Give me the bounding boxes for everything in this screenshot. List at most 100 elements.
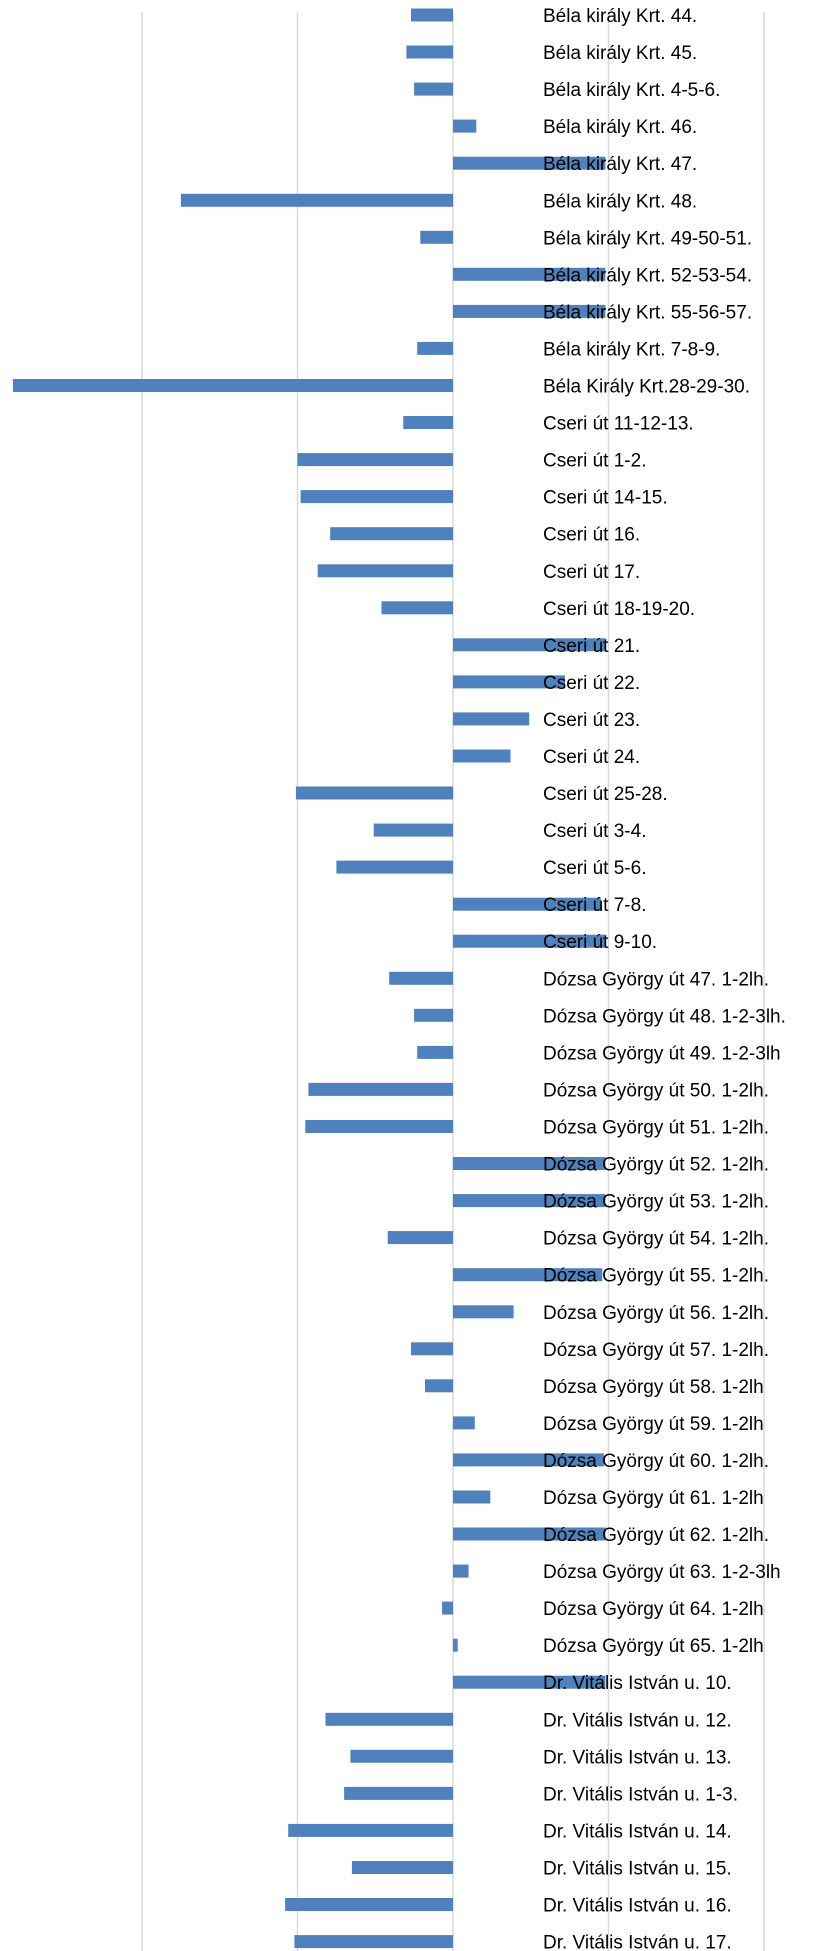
bar-30: [305, 1120, 453, 1133]
bar-49: [288, 1823, 453, 1837]
bar-50: [351, 1861, 453, 1874]
category-label-41: Dózsa György út 62. 1-2lh.: [543, 1525, 769, 1546]
bar-27: [414, 1008, 453, 1022]
category-label-18: Cseri út 22.: [543, 673, 640, 694]
bar-29: [308, 1082, 453, 1096]
category-label-8: Béla király Krt. 55-56-57.: [543, 302, 752, 323]
bar-22: [373, 823, 453, 837]
bar-36: [411, 1342, 453, 1356]
bar-19: [453, 712, 530, 726]
bar-33: [387, 1231, 453, 1245]
bar-32: [453, 1194, 606, 1208]
category-label-33: Dózsa György út 54. 1-2lh.: [543, 1229, 769, 1250]
bar-48: [344, 1786, 453, 1800]
category-label-37: Dózsa György út 58. 1-2lh: [543, 1377, 764, 1398]
bar-1: [406, 45, 453, 59]
category-label-17: Cseri út 21.: [543, 636, 640, 657]
bar-15: [317, 564, 453, 578]
category-label-7: Béla király Krt. 52-53-54.: [543, 265, 752, 286]
bar-34: [453, 1268, 603, 1282]
category-label-43: Dózsa György út 64. 1-2lh: [543, 1599, 764, 1620]
category-label-11: Cseri út 11-12-13.: [543, 414, 694, 435]
bar-0: [411, 8, 453, 22]
category-label-38: Dózsa György út 59. 1-2lh: [543, 1414, 764, 1435]
bar-10: [12, 379, 454, 392]
bar-35: [453, 1305, 514, 1319]
bar-38: [453, 1416, 475, 1430]
category-label-21: Cseri út 25-28.: [543, 784, 668, 805]
bar-24: [453, 897, 601, 911]
bar-26: [389, 971, 453, 985]
category-labels: Béla király Krt. 44. Béla király Krt. 45.…: [543, 6, 786, 1951]
category-label-31: Dózsa György út 52. 1-2lh.: [543, 1155, 769, 1176]
bar-16: [381, 601, 453, 615]
bar-9: [417, 341, 453, 355]
category-label-47: Dr. Vitális István u. 13.: [543, 1747, 732, 1768]
bar-43: [442, 1601, 453, 1615]
bar-4: [453, 156, 606, 170]
bar-2: [414, 82, 453, 96]
bar-20: [453, 749, 511, 763]
category-label-1: Béla király Krt. 45.: [543, 43, 697, 64]
category-label-52: Dr. Vitális István u. 17.: [543, 1933, 732, 1951]
bar-31: [453, 1157, 606, 1170]
bar-8: [453, 304, 606, 318]
category-label-51: Dr. Vitális István u. 16.: [543, 1896, 732, 1917]
category-label-14: Cseri út 16.: [543, 525, 640, 546]
bar-37: [425, 1379, 453, 1393]
bar-42: [453, 1564, 469, 1578]
category-label-12: Cseri út 1-2.: [543, 451, 646, 472]
category-label-9: Béla király Krt. 7-8-9.: [543, 339, 720, 360]
category-label-26: Dózsa György út 47. 1-2lh.: [543, 969, 769, 990]
category-label-5: Béla király Krt. 48.: [543, 191, 697, 212]
category-label-45: Dr. Vitális István u. 10.: [543, 1673, 732, 1694]
category-label-4: Béla király Krt. 47.: [543, 154, 697, 175]
category-label-36: Dózsa György út 57. 1-2lh.: [543, 1340, 769, 1361]
bars: [12, 8, 606, 1949]
bar-5: [180, 193, 453, 207]
category-label-22: Cseri út 3-4.: [543, 821, 646, 842]
bar-6: [420, 230, 453, 244]
category-label-19: Cseri út 23.: [543, 710, 640, 731]
bar-13: [300, 490, 453, 504]
bar-25: [453, 934, 606, 948]
bar-14: [330, 527, 453, 541]
category-label-34: Dózsa György út 55. 1-2lh.: [543, 1266, 769, 1287]
category-label-6: Béla király Krt. 49-50-51.: [543, 228, 752, 249]
category-label-48: Dr. Vitális István u. 1-3.: [543, 1784, 738, 1805]
category-label-15: Cseri út 17.: [543, 562, 640, 583]
category-label-39: Dózsa György út 60. 1-2lh.: [543, 1451, 769, 1472]
bar-21: [295, 786, 453, 800]
category-label-3: Béla király Krt. 46.: [543, 117, 697, 138]
bar-47: [350, 1749, 453, 1763]
category-label-0: Béla király Krt. 44.: [543, 6, 697, 27]
bar-18: [453, 675, 565, 689]
category-label-20: Cseri út 24.: [543, 747, 640, 768]
category-label-49: Dr. Vitális István u. 14.: [543, 1821, 732, 1842]
category-label-10: Béla Király Krt.28-29-30.: [543, 377, 750, 398]
bar-28: [417, 1045, 453, 1059]
bar-52: [294, 1935, 453, 1949]
category-label-2: Béla király Krt. 4-5-6.: [543, 80, 720, 101]
bar-7: [453, 267, 606, 281]
bar-11: [403, 416, 453, 429]
category-label-16: Cseri út 18-19-20.: [543, 599, 695, 620]
category-label-40: Dózsa György út 61. 1-2lh: [543, 1488, 764, 1509]
category-label-46: Dr. Vitális István u. 12.: [543, 1710, 732, 1731]
category-label-29: Dózsa György út 50. 1-2lh.: [543, 1080, 769, 1101]
bar-12: [297, 453, 453, 467]
bar-45: [453, 1675, 606, 1689]
category-label-25: Cseri út 9-10.: [543, 932, 657, 953]
bar-41: [453, 1527, 606, 1541]
category-label-28: Dózsa György út 49. 1-2-3lh: [543, 1043, 781, 1064]
category-label-23: Cseri út 5-6.: [543, 858, 646, 879]
bar-3: [453, 119, 477, 133]
category-label-13: Cseri út 14-15.: [543, 488, 668, 509]
bar-39: [453, 1453, 604, 1467]
bar-44: [453, 1638, 458, 1652]
bar-17: [453, 638, 606, 652]
bar-40: [453, 1490, 491, 1504]
bar-46: [325, 1712, 453, 1726]
category-label-32: Dózsa György út 53. 1-2lh.: [543, 1192, 769, 1213]
